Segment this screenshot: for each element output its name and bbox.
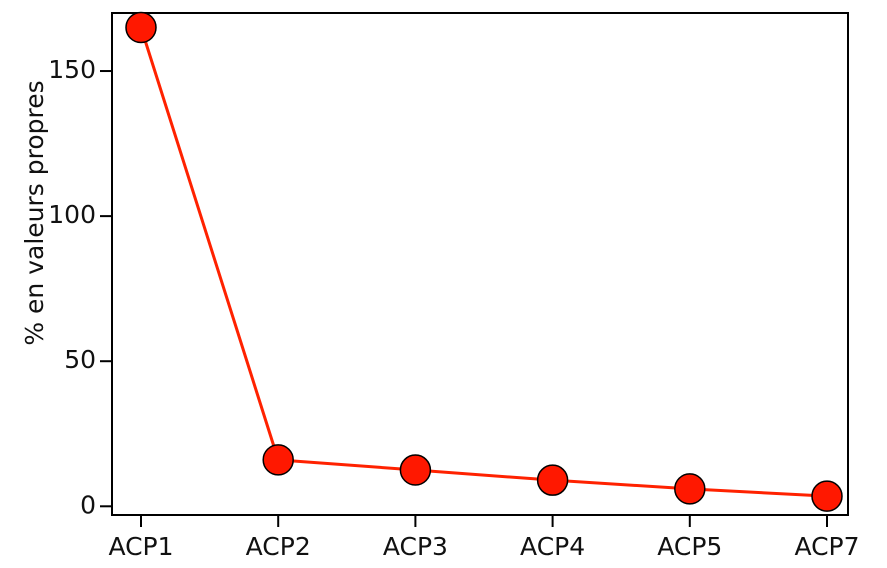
data-point-acp5 [674, 473, 706, 505]
plot-frame [111, 12, 849, 516]
y-axis-title: % en valeurs propres [20, 80, 49, 345]
data-point-acp2 [262, 444, 294, 476]
series-layer [125, 11, 843, 512]
x-tick-label-acp2: ACP2 [246, 532, 311, 561]
y-tick-label: 0 [80, 490, 96, 519]
x-tick-label-acp1: ACP1 [108, 532, 173, 561]
y-tick-label: 50 [64, 345, 96, 374]
data-point-acp1 [125, 11, 157, 44]
x-tick-label-acp7: ACP7 [794, 532, 859, 561]
series-line [139, 27, 828, 498]
x-axis: ACP1 ACP2 ACP3 ACP4 ACP5 ACP7 [108, 515, 860, 561]
y-tick-label: 100 [48, 200, 96, 229]
y-axis: 0 50 100 150 [48, 55, 112, 519]
x-tick-label-acp4: ACP4 [520, 532, 585, 561]
x-tick-label-acp5: ACP5 [657, 532, 722, 561]
data-point-acp4 [536, 464, 569, 496]
y-tick-label: 150 [48, 55, 96, 84]
x-tick-label-acp3: ACP3 [383, 532, 448, 561]
data-point-acp3 [399, 454, 432, 486]
data-point-acp7 [811, 480, 843, 512]
